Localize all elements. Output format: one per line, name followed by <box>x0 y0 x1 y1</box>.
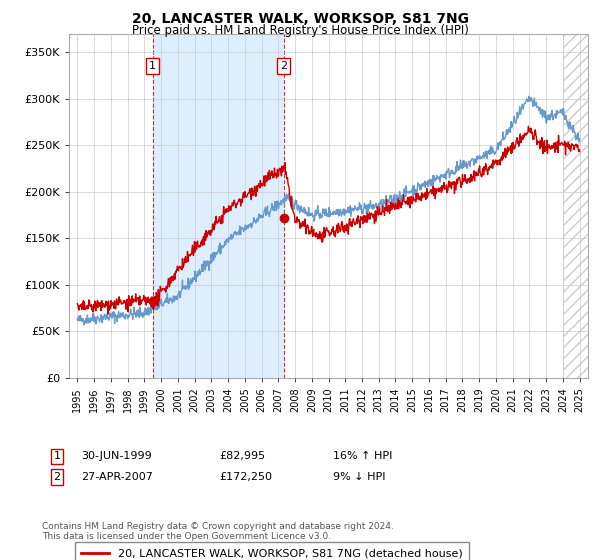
Text: 16% ↑ HPI: 16% ↑ HPI <box>333 451 392 461</box>
Text: Price paid vs. HM Land Registry's House Price Index (HPI): Price paid vs. HM Land Registry's House … <box>131 24 469 36</box>
Text: 2: 2 <box>280 61 287 71</box>
Text: Contains HM Land Registry data © Crown copyright and database right 2024.
This d: Contains HM Land Registry data © Crown c… <box>42 522 394 542</box>
Text: 2: 2 <box>53 472 61 482</box>
Text: 1: 1 <box>53 451 61 461</box>
Legend: 20, LANCASTER WALK, WORKSOP, S81 7NG (detached house), HPI: Average price, detac: 20, LANCASTER WALK, WORKSOP, S81 7NG (de… <box>74 542 469 560</box>
Text: 9% ↓ HPI: 9% ↓ HPI <box>333 472 386 482</box>
Text: £82,995: £82,995 <box>219 451 265 461</box>
Text: 20, LANCASTER WALK, WORKSOP, S81 7NG: 20, LANCASTER WALK, WORKSOP, S81 7NG <box>131 12 469 26</box>
Bar <box>153 34 284 378</box>
Text: £172,250: £172,250 <box>219 472 272 482</box>
Bar <box>563 34 588 378</box>
Text: 30-JUN-1999: 30-JUN-1999 <box>81 451 152 461</box>
Text: 27-APR-2007: 27-APR-2007 <box>81 472 153 482</box>
Text: 1: 1 <box>149 61 156 71</box>
